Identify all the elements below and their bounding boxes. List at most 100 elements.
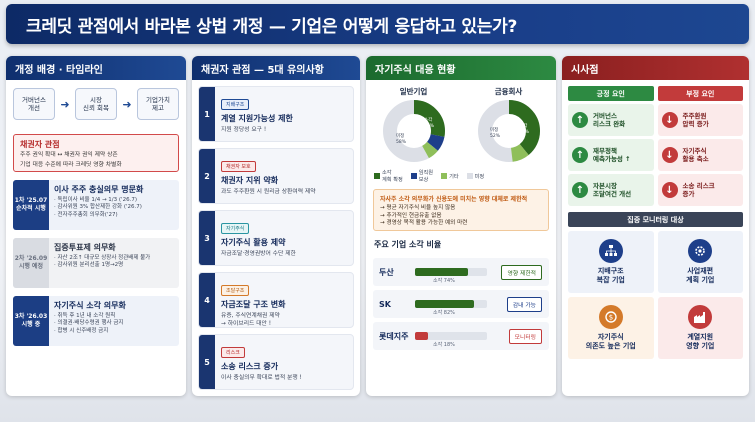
company-bar-row: 롯데지주 소각 18% 모니터링 <box>373 322 549 350</box>
timeline-title: 이사 주주 충실의무 명문화 <box>54 185 144 194</box>
timeline-lines: · 자산 2조↑ 대규모 상장사 정관배제 불가 · 감사위원 분리선출 1명→… <box>54 255 151 269</box>
svg-text:58%: 58% <box>396 139 407 145</box>
caution-card: 4 조달구조 자금조달 구조 변화 유증, 주식연계채권 제약 → 하이브리드 … <box>198 272 354 328</box>
creditor-title: 채권자 관점 <box>20 140 60 149</box>
arrow-down-icon: ↓ <box>661 182 678 198</box>
implications-panel: 시사점 긍정 요인 부정 요인 ↑ 거버넌스 리스크 완화 ↑ 재무정책 예측가… <box>562 56 749 396</box>
caution-card: 1 지배구조 계열 지원가능성 제한 지원 정당성 요구 ! <box>198 86 354 142</box>
donut-chart: 소각 28% 미정 58% <box>382 100 445 162</box>
company-name: SK <box>379 299 391 309</box>
negative-item: ↓ 소송 리스크 증가 <box>657 174 743 206</box>
svg-text:소각: 소각 <box>519 122 527 129</box>
item-label: 주주환원 압력 증가 <box>682 111 709 128</box>
card-tag: 조달구조 <box>221 285 250 296</box>
card-desc: 자금조달·경영권방어 수단 제한 <box>221 251 296 257</box>
card-title: 채권자 지위 약화 <box>221 176 279 185</box>
card-title: 계열 지원가능성 제한 <box>221 114 293 123</box>
timeline-item: 1차 '25.07 순차적 시행 이사 주주 충실의무 명문화 · 독립이사 비… <box>13 180 179 230</box>
card-number: 5 <box>199 335 215 389</box>
svg-text:미정: 미정 <box>490 126 498 133</box>
card-tag: 리스크 <box>221 347 245 358</box>
card-desc: 유증, 주식연계채권 제약 → 하이브리드 대안 ! <box>221 313 280 327</box>
card-tag: 채권자 보호 <box>221 161 256 172</box>
treasury-stock-panel: 자기주식 대응 현황 일반기업 소각 28% 미정 58% 금융회사 소각 <box>366 56 556 396</box>
monitor-label: 계열지원 영향 기업 <box>686 332 715 350</box>
pie-title: 일반기업 <box>399 87 428 96</box>
arrow-down-icon: ↓ <box>661 147 678 163</box>
pie-general: 일반기업 소각 28% 미정 58% <box>382 86 446 167</box>
card-number: 2 <box>199 149 215 203</box>
svg-text:28%: 28% <box>424 123 435 129</box>
pie-title: 금융회사 <box>494 87 523 96</box>
arrow-right-icon: ➜ <box>122 97 132 111</box>
timeline-badge: 1차 '25.07 순차적 시행 <box>13 180 49 230</box>
item-label: 거버넌스 리스크 완화 <box>593 111 626 128</box>
arrow-up-icon: ↑ <box>572 147 588 163</box>
negative-head: 부정 요인 <box>657 86 743 101</box>
timeline-item: 3차 '26.03 시행 중 자기주식 소각 의무화 · 취득 후 1년 내 소… <box>13 296 179 346</box>
card-desc: 지원 정당성 요구 ! <box>221 127 267 133</box>
negative-item: ↓ 주주환원 압력 증가 <box>657 104 743 136</box>
pie-financial: 금융회사 소각 39% 미정 52% <box>477 86 541 167</box>
gear-icon <box>688 238 713 263</box>
impact-line: → 추가적인 현금유출 없음 <box>380 212 442 219</box>
legend-item: 임직원 보상 <box>410 169 433 183</box>
factory-icon <box>688 304 713 329</box>
company-name: 두산 <box>379 267 394 277</box>
company-bar-row: 두산 소각 74% 영향 제한적 <box>373 258 549 286</box>
panel-header: 자기주식 대응 현황 <box>366 56 556 80</box>
status-badge: 모니터링 <box>508 328 542 344</box>
timeline-title: 집중투표제 의무화 <box>54 243 116 252</box>
impact-title: 자사주 소각 의무화가 신용도에 미치는 영향 대체로 제한적 <box>380 196 528 203</box>
card-tag: 지배구조 <box>221 99 250 110</box>
status-badge: 감내 가능 <box>506 296 542 312</box>
timeline-badge: 3차 '26.03 시행 중 <box>13 296 49 346</box>
org-chart-icon <box>598 238 623 263</box>
caution-card: 2 채권자 보호 채권자 지위 약화 과도 주주환원 시 원리금 상환여력 제약 <box>198 148 354 204</box>
card-title: 소송 리스크 증가 <box>221 362 279 371</box>
card-desc: 과도 주주환원 시 원리금 상환여력 제약 <box>221 189 316 195</box>
card-desc: 이사 충실의무 확대로 법적 분쟁 ! <box>221 375 302 381</box>
legend-item: 미정 <box>466 169 484 183</box>
impact-line: → 평균 자기주식 비율 높지 않음 <box>380 205 456 211</box>
item-label: 자기주식 활용 축소 <box>682 146 709 163</box>
positive-item: ↑ 거버넌스 리스크 완화 <box>568 104 654 136</box>
panel-header: 채권자 관점 — 5대 유의사항 <box>192 56 360 80</box>
svg-text:39%: 39% <box>519 129 530 135</box>
creditor-line: 주주 권익 확대 ↔ 채권자 권익 제약 상존 <box>20 152 118 158</box>
timeline-lines: · 취득 후 1년 내 소각 원칙 · 의결권·배당수령권 행사 금지 · 합병… <box>54 313 124 334</box>
flow-step: 거버넌스 개선 <box>13 88 55 120</box>
bars-title: 주요 기업 소각 비율 <box>374 240 442 249</box>
company-name: 롯데지주 <box>379 331 409 341</box>
svg-text:52%: 52% <box>490 133 501 139</box>
progress-fill <box>415 332 428 340</box>
purpose-flow: 거버넌스 개선 ➜ 시장 신뢰 회복 ➜ 기업가치 제고 <box>6 80 186 120</box>
company-bar-row: SK 소각 82% 감내 가능 <box>373 290 549 318</box>
arrow-up-icon: ↑ <box>572 182 588 198</box>
status-badge: 영향 제한적 <box>501 264 542 280</box>
progress-fill <box>415 300 475 308</box>
chart-legend: 소각 계획 확정 임직원 보상 기타 미정 <box>366 167 556 183</box>
positive-item: ↑ 자본시장 조달여건 개선 <box>568 174 654 206</box>
monitor-label: 자기주식 의존도 높은 기업 <box>585 332 636 350</box>
creditor-view-box: 채권자 관점 주주 권익 확대 ↔ 채권자 권익 제약 상존 기업 대응 수준에… <box>13 134 179 172</box>
caution-card: 5 리스크 소송 리스크 증가 이사 충실의무 확대로 법적 분쟁 ! <box>198 334 354 390</box>
positive-head: 긍정 요인 <box>568 86 654 101</box>
monitor-card: 지배구조 복잡 기업 <box>568 231 654 293</box>
impact-line: → 경영상 목적 활용 가능한 예외 마련 <box>380 220 468 227</box>
creditor-cautions-panel: 채권자 관점 — 5대 유의사항 1 지배구조 계열 지원가능성 제한 지원 정… <box>192 56 360 396</box>
card-number: 1 <box>199 87 215 141</box>
item-label: 자본시장 조달여건 개선 <box>593 181 632 198</box>
timeline-title: 자기주식 소각 의무화 <box>54 301 126 310</box>
monitor-card: 계열지원 영향 기업 <box>657 297 743 359</box>
svg-text:$: $ <box>609 313 613 321</box>
flow-step: 시장 신뢰 회복 <box>75 88 117 120</box>
item-label: 소송 리스크 증가 <box>682 181 715 198</box>
svg-text:소각: 소각 <box>424 116 432 123</box>
item-label: 재무정책 예측가능성 ↑ <box>593 146 631 163</box>
coin-icon: $ <box>598 304 623 329</box>
legend-item: 소각 계획 확정 <box>374 169 403 183</box>
monitor-card: 사업재편 계획 기업 <box>657 231 743 293</box>
legend-item: 기타 <box>441 169 459 183</box>
monitor-label: 사업재편 계획 기업 <box>686 266 715 284</box>
